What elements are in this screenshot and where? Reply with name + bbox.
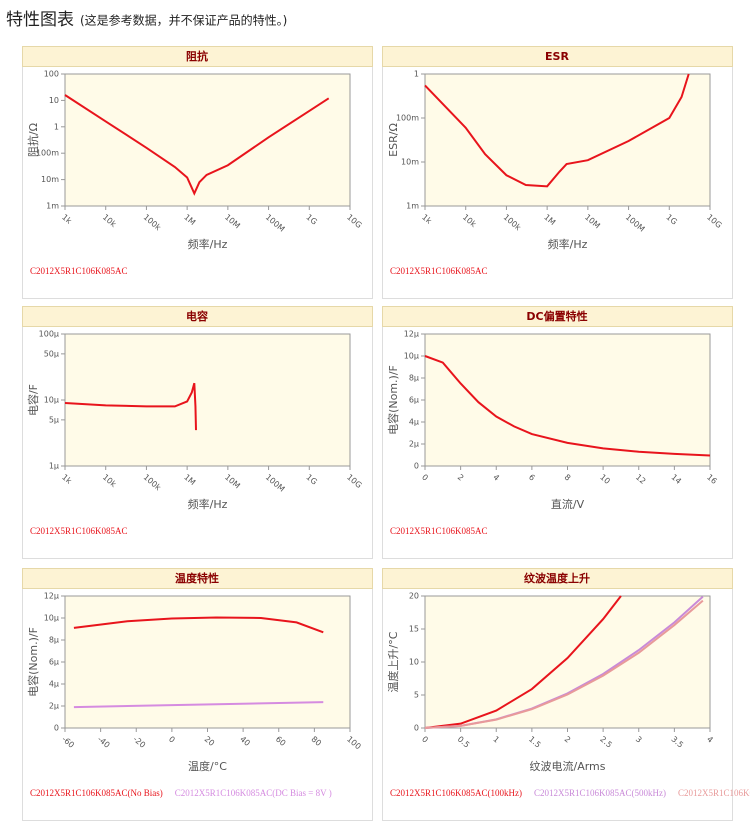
y-tick-label: 4µ xyxy=(49,680,59,689)
y-tick-label: 100 xyxy=(44,70,59,79)
y-tick-label: 0 xyxy=(414,724,419,733)
series-line xyxy=(424,73,690,188)
y-tick-label: 1m xyxy=(406,202,419,211)
y-tick-label: 5 xyxy=(414,691,419,700)
y-tick-label: 2µ xyxy=(409,440,419,449)
y-tick-label: 10 xyxy=(49,96,59,105)
panel-title: 纹波温度上升 xyxy=(524,571,590,585)
plot-area xyxy=(64,73,351,207)
panel-header xyxy=(382,46,733,67)
panel-title: DC偏置特性 xyxy=(526,309,587,323)
y-tick-label: 100m xyxy=(36,149,59,158)
y-tick-label: 8µ xyxy=(409,374,419,383)
y-tick-label: 10m xyxy=(401,158,419,167)
y-axis-label: 电容/F xyxy=(26,384,40,416)
plot-area xyxy=(424,333,711,467)
x-axis-label: 纹波电流/Arms xyxy=(529,759,605,773)
y-tick-label: 50µ xyxy=(44,349,59,358)
x-tick-label: 3 xyxy=(634,735,644,745)
y-tick-label: 4µ xyxy=(409,418,419,427)
series-line xyxy=(64,382,197,431)
panel-title: 阻抗 xyxy=(186,49,208,63)
plot-area xyxy=(64,333,351,467)
y-tick-label: 12µ xyxy=(44,592,59,601)
y-tick-label: 10µ xyxy=(44,614,59,623)
legend-entry: C2012X5R1C106K085AC(No Bias) xyxy=(30,788,163,798)
legend-entry: C2012X5R1C106K085AC(500kHz) xyxy=(534,788,666,798)
x-tick-label: 2 xyxy=(456,473,466,483)
y-tick-label: 12µ xyxy=(404,330,419,339)
series-line xyxy=(424,355,711,457)
y-tick-label: 1 xyxy=(414,70,419,79)
y-tick-label: 10µ xyxy=(44,396,59,405)
legend-entry: C2012X5R1C106K085AC xyxy=(390,526,488,536)
plot-area xyxy=(424,73,711,207)
y-tick-label: 100µ xyxy=(39,330,59,339)
x-axis-label: 直流/V xyxy=(551,497,585,511)
y-axis-label: ESR/Ω xyxy=(387,123,400,157)
panel-header xyxy=(382,306,733,327)
plot-area xyxy=(64,595,351,729)
legend-entry: C2012X5R1C106K085AC(100kHz) xyxy=(390,788,522,798)
x-tick-label: 4 xyxy=(705,735,715,745)
legend-entry: C2012X5R1C106K085AC xyxy=(30,526,128,536)
series-line xyxy=(424,595,622,729)
panel-header xyxy=(22,46,373,67)
page-note: (这是参考数据，并不保证产品的特性。) xyxy=(80,13,287,28)
y-tick-label: 5µ xyxy=(49,415,59,424)
y-tick-label: 10µ xyxy=(404,352,419,361)
y-tick-label: 10m xyxy=(41,175,59,184)
panel-header xyxy=(22,306,373,327)
y-tick-label: 1µ xyxy=(49,462,59,471)
x-tick-label: 8 xyxy=(563,473,573,483)
x-axis-label: 频率/Hz xyxy=(188,497,228,511)
x-axis-label: 温度/°C xyxy=(188,759,227,773)
y-tick-label: 15 xyxy=(409,625,419,634)
y-tick-label: 2µ xyxy=(49,702,59,711)
y-tick-label: 8µ xyxy=(49,636,59,645)
legend-entry: C2012X5R1C106K085AC(DC Bias = 8V ) xyxy=(175,788,332,798)
panel-title: 温度特性 xyxy=(175,571,219,585)
legend-entry: C2012X5R1C106K085AC xyxy=(30,266,128,276)
legend-entry: C2012X5R1C106K085AC(1MHz) xyxy=(678,788,750,798)
x-tick-label: 0 xyxy=(420,473,430,483)
panel-header xyxy=(22,568,373,589)
y-tick-label: 1m xyxy=(46,202,59,211)
series-line xyxy=(64,94,330,196)
y-tick-label: 100m xyxy=(396,114,419,123)
y-axis-label: 温度上升/°C xyxy=(386,631,400,692)
legend-entry: C2012X5R1C106K085AC xyxy=(390,266,488,276)
x-tick-label: 2 xyxy=(563,735,573,745)
x-axis-label: 频率/Hz xyxy=(188,237,228,251)
x-tick-label: 6 xyxy=(527,473,537,483)
panel-header xyxy=(382,568,733,589)
series-line xyxy=(424,599,704,729)
x-tick-label: 0 xyxy=(167,735,177,745)
y-axis-label: 电容(Nom.)/F xyxy=(26,627,40,697)
panel-title: 电容 xyxy=(186,309,208,323)
y-tick-label: 0 xyxy=(414,462,419,471)
y-axis-label: 电容(Nom.)/F xyxy=(386,365,400,435)
series-line xyxy=(73,701,324,709)
x-tick-label: 0 xyxy=(420,735,430,745)
y-tick-label: 10 xyxy=(409,658,419,667)
y-tick-label: 6µ xyxy=(409,396,419,405)
y-tick-label: 6µ xyxy=(49,658,59,667)
y-tick-label: 0 xyxy=(54,724,59,733)
y-tick-label: 1 xyxy=(54,122,59,131)
y-tick-label: 20 xyxy=(409,592,419,601)
series-line xyxy=(73,616,324,634)
plot-area xyxy=(424,595,711,729)
y-axis-label: 阻抗/Ω xyxy=(26,123,40,157)
x-tick-label: 4 xyxy=(491,473,501,483)
panel-title: ESR xyxy=(545,50,569,63)
x-axis-label: 频率/Hz xyxy=(548,237,588,251)
x-tick-label: 1 xyxy=(491,735,501,745)
page-title: 特性图表 xyxy=(6,10,74,30)
